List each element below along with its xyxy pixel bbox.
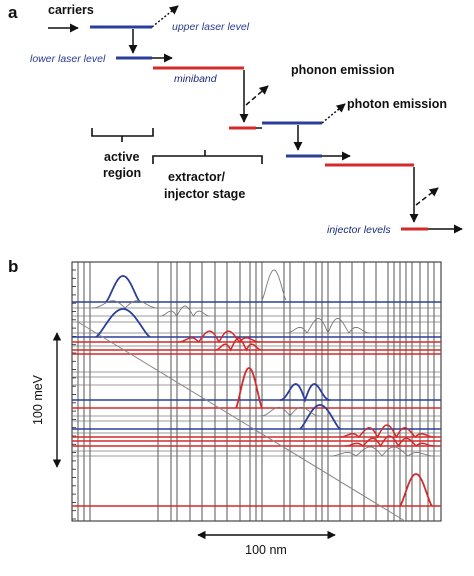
carriers-label: carriers	[48, 3, 94, 17]
upper-laser-level-label: upper laser level	[172, 21, 250, 33]
upper-dotted-arrow	[151, 5, 179, 28]
extractor-bracket	[152, 150, 263, 164]
wavefunction	[160, 305, 210, 317]
phonon-emission-label: phonon emission	[291, 63, 394, 77]
wavefunction	[177, 330, 261, 344]
band-diagram-frame	[71, 261, 442, 522]
energy-scale-label: 100 meV	[31, 374, 45, 425]
wavefunction	[330, 446, 434, 457]
barrier-lines	[77, 262, 435, 521]
photon-dotted-arrow	[321, 103, 346, 124]
panel-b-letter: b	[8, 257, 18, 276]
miniband-label: miniband	[174, 73, 218, 85]
injector-levels-label: injector levels	[327, 224, 391, 236]
lower-laser-level-label: lower laser level	[30, 53, 106, 65]
wavefunction	[235, 367, 263, 409]
next-phonon-arrow	[415, 187, 439, 206]
wavefunction	[339, 424, 435, 439]
wavefunction	[215, 337, 262, 352]
length-scale-label: 100 nm	[245, 543, 287, 557]
panel-a-letter: a	[8, 3, 18, 22]
wavefunction	[105, 275, 141, 303]
active-region-label-1: active	[104, 150, 139, 164]
panel-a: a carriers upper laser level lower laser…	[8, 3, 463, 236]
wavefunction	[280, 383, 330, 403]
wavefunction	[261, 269, 287, 301]
energy-level-lines	[72, 301, 441, 507]
photon-emission-label: photon emission	[347, 97, 447, 111]
wavefunction	[260, 406, 320, 417]
phonon-arrow	[245, 85, 269, 106]
active-region-bracket	[91, 128, 154, 142]
wavefunction	[299, 404, 341, 430]
wavefunction	[95, 308, 151, 338]
extractor-label-2: injector stage	[164, 187, 245, 201]
extractor-label-1: extractor/	[168, 170, 225, 184]
panel-b: b 100 meV 100 nm	[8, 257, 442, 557]
active-region-label-2: region	[103, 166, 141, 180]
wavefunction	[285, 317, 371, 335]
wavefunction	[344, 435, 435, 448]
conduction-band-slope	[77, 321, 406, 522]
wavefunction	[92, 300, 158, 309]
wavefunction	[399, 473, 433, 507]
wavefunctions	[92, 269, 435, 507]
left-axis-ticks	[72, 269, 76, 520]
